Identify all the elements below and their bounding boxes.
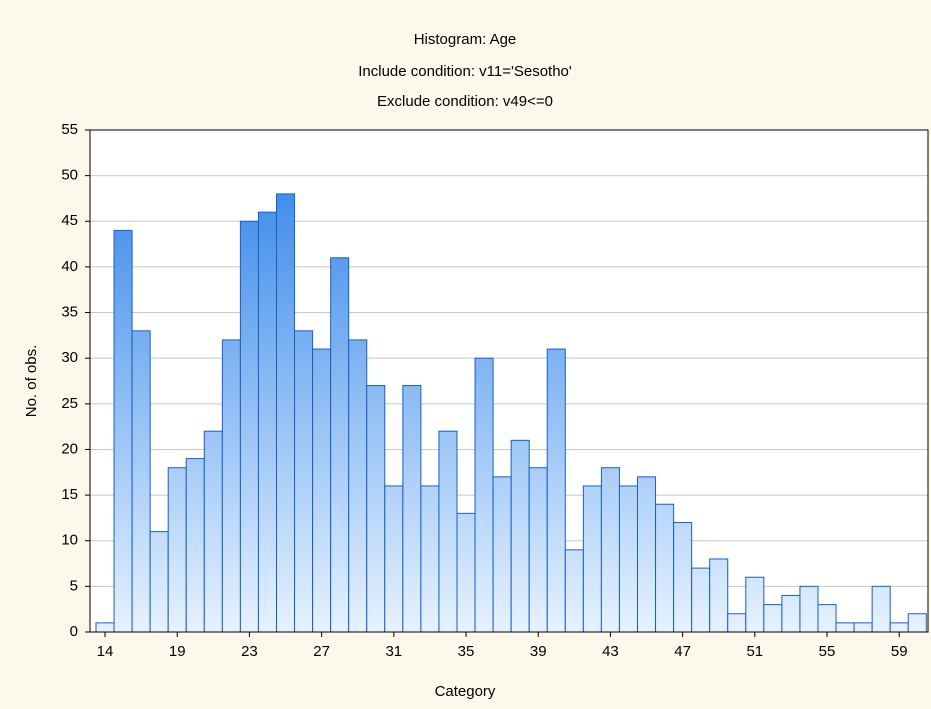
x-axis-label: Category [435,683,496,700]
bar [239,220,259,633]
bar [564,549,584,633]
bar [492,476,512,633]
bar [203,430,223,633]
y-tick-label: 35 [61,304,78,321]
bar [95,622,115,633]
bar [528,467,548,633]
bar [781,594,801,633]
bar [691,567,711,633]
plot-border [89,129,929,633]
bar [185,458,205,633]
bar [149,531,169,633]
bar [312,348,332,633]
bar [727,613,747,633]
x-tick-label: 23 [241,643,258,660]
bar [907,613,927,633]
x-tick-label: 14 [97,643,114,660]
y-tick-label: 20 [61,440,78,457]
bar [294,330,314,633]
bar [131,330,151,633]
x-tick-label: 43 [602,643,619,660]
bar [871,585,891,633]
bar [835,622,855,633]
bar [799,585,819,633]
bar [330,257,350,633]
bar [582,485,602,633]
bar [366,385,386,633]
bar [456,512,476,633]
bar [673,521,693,633]
bar [257,211,278,633]
y-tick-label: 55 [61,121,78,138]
bar [745,576,765,633]
y-tick-label: 30 [61,349,78,366]
bar [763,604,783,633]
chart-title: Histogram: Age [414,31,517,48]
bar [438,430,458,633]
bar [348,339,368,633]
bar [853,622,873,633]
y-tick-label: 5 [70,577,78,594]
chart-subtitle: Exclude condition: v49<=0 [377,93,553,110]
y-axis-label: No. of obs. [23,345,40,418]
y-tick-label: 50 [61,167,78,184]
bar [384,485,404,633]
bar [474,357,494,633]
bar [546,348,566,633]
bar [889,622,909,633]
y-tick-label: 40 [61,258,78,275]
x-tick-label: 27 [313,643,330,660]
y-tick-label: 25 [61,395,78,412]
plot-layer [90,129,928,633]
y-tick-label: 10 [61,532,78,549]
x-tick-label: 51 [746,643,763,660]
bar [402,385,422,633]
bar [600,467,620,633]
bar [655,503,675,633]
bar [817,604,837,633]
x-tick-label: 47 [674,643,691,660]
bar [709,558,729,633]
x-tick-label: 39 [530,643,547,660]
y-tick-label: 0 [70,623,78,640]
bar [510,439,530,633]
x-tick-label: 35 [458,643,475,660]
bar [167,467,187,633]
bar [618,485,639,633]
bar [221,339,241,633]
x-tick-label: 59 [891,643,908,660]
y-tick-label: 45 [61,212,78,229]
y-tick-label: 15 [61,486,78,503]
x-tick-label: 19 [169,643,186,660]
x-tick-label: 55 [819,643,836,660]
chart-subtitle: Include condition: v11='Sesotho' [358,63,572,80]
bar [276,193,296,633]
x-tick-label: 31 [385,643,402,660]
bar [637,476,657,633]
bar [420,485,440,633]
bar [113,229,133,633]
